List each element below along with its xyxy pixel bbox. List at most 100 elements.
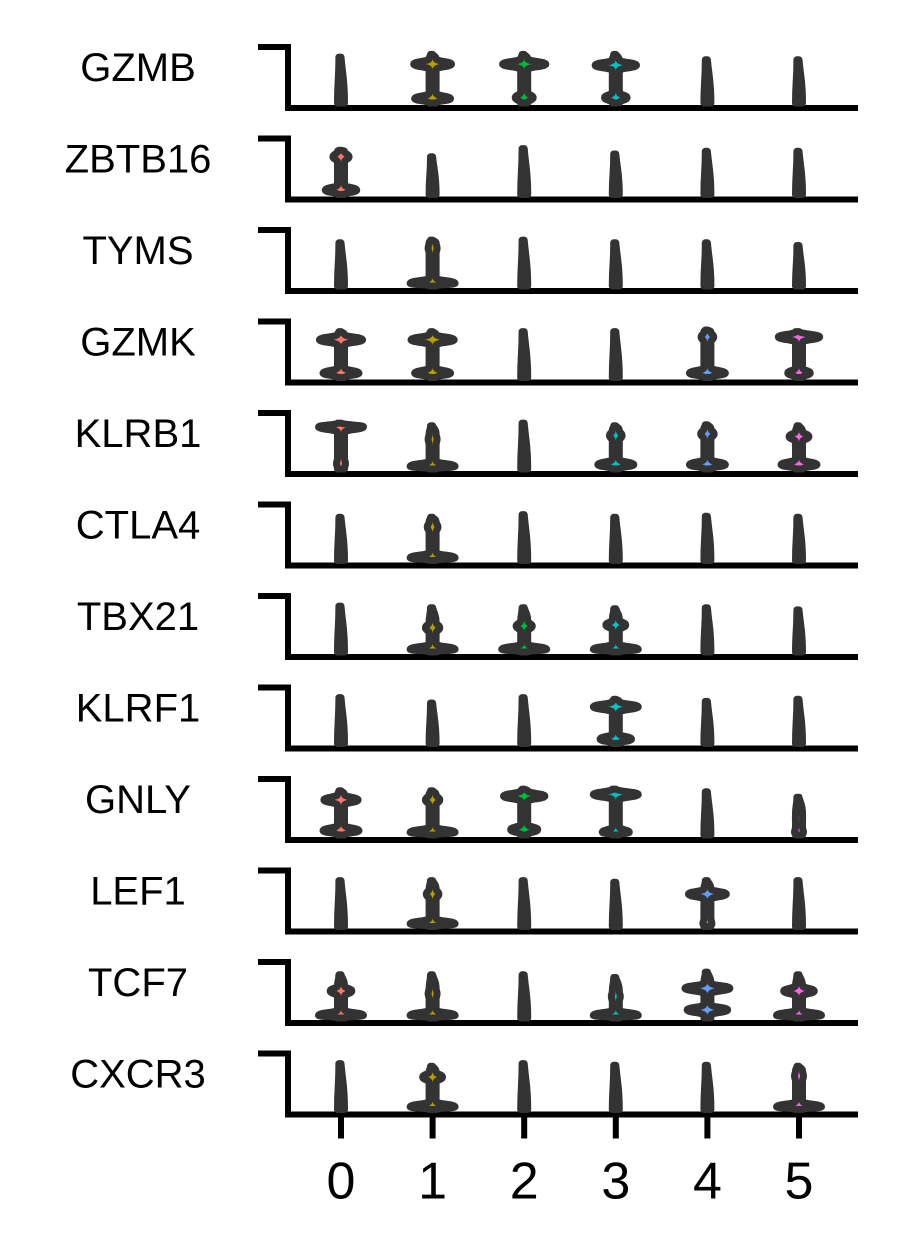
violin-gzmk-cluster-3 — [608, 328, 623, 381]
violin-tyms-cluster-1 — [406, 236, 459, 290]
y-axis — [258, 776, 291, 840]
violin-tcf7-cluster-0 — [315, 971, 367, 1022]
violin-zbtb16-cluster-5 — [792, 147, 806, 198]
gene-row-klrf1: KLRF1 — [76, 684, 858, 752]
violin-klrb1-cluster-3 — [594, 422, 638, 473]
gene-label: ZBTB16 — [65, 138, 212, 182]
violin-tcf7-cluster-4 — [681, 968, 734, 1022]
violin-tcf7-cluster-5 — [773, 971, 825, 1022]
violin-tbx21-cluster-3 — [589, 605, 642, 656]
violin-tyms-cluster-0 — [334, 239, 348, 290]
violin-ctla4-cluster-2 — [517, 511, 532, 564]
violin-klrb1-cluster-0 — [315, 419, 367, 473]
violin-tyms-cluster-5 — [792, 242, 806, 290]
violin-gzmb-cluster-3 — [591, 50, 640, 107]
violin-klrf1-cluster-3 — [589, 695, 642, 747]
violin-klrf1-cluster-2 — [517, 694, 532, 747]
violin-tbx21-cluster-2 — [498, 604, 551, 656]
gene-label: CXCR3 — [70, 1053, 206, 1097]
violin-zbtb16-cluster-0 — [321, 146, 361, 198]
violin-ctla4-cluster-3 — [608, 513, 623, 564]
gene-row-lef1: LEF1 — [90, 867, 858, 935]
y-axis — [258, 1050, 291, 1115]
violin-ctla4-cluster-1 — [406, 513, 459, 564]
violin-gzmb-cluster-4 — [700, 56, 715, 107]
y-axis — [258, 501, 291, 566]
violin-klrf1-cluster-4 — [700, 697, 715, 747]
gene-row-gzmk: GZMK — [80, 318, 858, 386]
gene-label: GZMB — [80, 46, 196, 90]
x-tick-label: 3 — [601, 1153, 630, 1211]
y-axis — [258, 227, 291, 291]
gene-label: LEF1 — [90, 870, 186, 914]
violin-tbx21-cluster-4 — [700, 604, 715, 656]
violin-gnly-cluster-4 — [700, 788, 715, 839]
violin-zbtb16-cluster-2 — [517, 145, 532, 198]
gene-row-gnly: GNLY — [85, 776, 858, 843]
x-tick-label: 4 — [693, 1153, 722, 1211]
violin-gzmk-cluster-1 — [407, 328, 458, 381]
violin-cxcr3-cluster-2 — [517, 1060, 532, 1113]
violin-lef1-cluster-4 — [685, 877, 730, 930]
violin-klrb1-cluster-1 — [406, 422, 459, 473]
violin-lef1-cluster-5 — [792, 877, 806, 930]
gene-row-tyms: TYMS — [82, 227, 858, 294]
violin-cxcr3-cluster-5 — [773, 1062, 825, 1113]
violin-tcf7-cluster-2 — [517, 971, 532, 1022]
violin-gzmk-cluster-0 — [315, 328, 367, 381]
y-axis — [258, 959, 291, 1023]
gene-row-cxcr3: CXCR3 — [70, 1050, 858, 1118]
violin-gnly-cluster-3 — [589, 785, 642, 839]
violin-lef1-cluster-1 — [406, 877, 459, 930]
violin-gnly-cluster-1 — [406, 787, 459, 839]
violin-klrb1-cluster-4 — [685, 421, 729, 473]
violin-gnly-cluster-0 — [319, 787, 363, 839]
x-tick-label: 1 — [418, 1153, 447, 1211]
gene-row-tbx21: TBX21 — [77, 593, 858, 660]
x-axis: 0 1 2 3 4 5 — [327, 1114, 814, 1211]
violin-gnly-cluster-2 — [500, 785, 549, 839]
violin-klrf1-cluster-5 — [792, 695, 806, 747]
violin-tbx21-cluster-1 — [406, 604, 459, 656]
violin-gzmk-cluster-4 — [685, 326, 729, 381]
y-axis — [258, 593, 291, 657]
violin-klrb1-cluster-5 — [777, 422, 821, 473]
gene-label: GNLY — [85, 778, 191, 822]
violin-cxcr3-cluster-1 — [406, 1062, 459, 1113]
gene-row-tcf7: TCF7 — [88, 959, 858, 1026]
gene-row-zbtb16: ZBTB16 — [65, 135, 858, 203]
violin-klrf1-cluster-0 — [334, 694, 348, 747]
gene-label: KLRB1 — [75, 412, 202, 456]
violin-gzmk-cluster-2 — [517, 328, 532, 381]
x-tick-label: 5 — [785, 1153, 814, 1211]
violin-tbx21-cluster-5 — [792, 606, 806, 656]
violin-tcf7-cluster-3 — [589, 974, 642, 1022]
violin-gzmb-cluster-1 — [410, 50, 455, 107]
gene-label: CTLA4 — [76, 504, 201, 548]
y-axis — [258, 135, 291, 200]
violin-tcf7-cluster-1 — [406, 971, 459, 1022]
y-axis — [258, 318, 291, 383]
gene-label: TBX21 — [77, 595, 199, 639]
violin-zbtb16-cluster-4 — [700, 147, 715, 198]
violin-gzmb-cluster-5 — [792, 56, 806, 107]
gene-label: GZMK — [80, 321, 196, 365]
violin-klrf1-cluster-1 — [425, 699, 440, 747]
y-axis — [258, 684, 291, 749]
violin-lef1-cluster-3 — [608, 878, 623, 930]
gene-label: TCF7 — [88, 961, 188, 1005]
violin-lef1-cluster-0 — [334, 877, 348, 930]
violin-gnly-cluster-5 — [791, 793, 807, 839]
gene-label: KLRF1 — [76, 687, 201, 731]
gene-row-ctla4: CTLA4 — [76, 501, 858, 569]
violin-tyms-cluster-3 — [608, 239, 623, 290]
violin-ctla4-cluster-5 — [792, 513, 806, 564]
violin-lef1-cluster-2 — [517, 877, 532, 930]
x-tick-label: 0 — [327, 1153, 356, 1211]
violin-gzmk-cluster-5 — [774, 328, 824, 381]
y-axis — [258, 44, 291, 108]
violin-gzmb-cluster-0 — [334, 53, 348, 107]
gene-row-klrb1: KLRB1 — [75, 410, 858, 477]
violin-zbtb16-cluster-1 — [425, 153, 440, 198]
